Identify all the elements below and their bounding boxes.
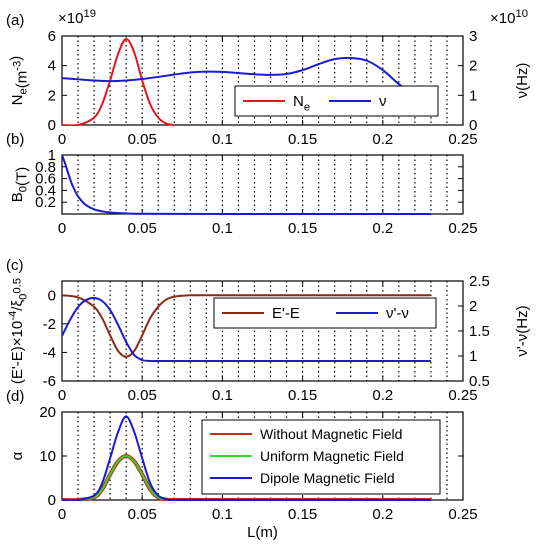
legend-label: E'-E (272, 305, 300, 322)
y2-tick-label: 1.5 (469, 323, 490, 340)
x-tick-label: 0.05 (128, 131, 157, 148)
y2-exponent: ×1010 (490, 8, 528, 27)
x-tick-label: 0.15 (288, 131, 317, 148)
y-tick-label: 0.6 (35, 171, 56, 188)
y2-axis-label: ν(Hz) (514, 63, 531, 99)
y-tick-label: 1 (48, 147, 56, 164)
y-tick-label: 0.4 (35, 182, 56, 199)
panel-d: 0 0.05 0.1 0.15 0.2 0.25 0 10 20 (d) α Without Magn… (6, 388, 478, 523)
legend: Ne ν (234, 85, 439, 117)
x-tick-label: 0 (58, 131, 66, 148)
x-tick-label: 0.1 (212, 387, 233, 404)
panel-b: 0 0.05 0.1 0.15 0.2 0.250.20.40.60.81(b)B0(T) (6, 131, 478, 237)
y2-tick-label: 0.5 (469, 373, 490, 390)
x-tick-label: 0.25 (448, 220, 477, 237)
x-tick-label: 0.1 (212, 220, 233, 237)
series-line (62, 415, 431, 501)
panel-label: (c) (6, 257, 24, 274)
x-tick-label: 0.1 (212, 131, 233, 148)
y2-tick-label: 2.5 (469, 273, 490, 290)
y2-tick-label: 2 (469, 298, 477, 315)
x-tick-label: 0.25 (448, 131, 477, 148)
x-tick-label: 0.1 (212, 506, 233, 523)
y-tick-label: 0.8 (35, 159, 56, 176)
x-tick-label: 0 (58, 387, 66, 404)
x-tick-label: 0.05 (128, 506, 157, 523)
x-tick-label: 0.25 (448, 387, 477, 404)
axes-frame (61, 154, 464, 215)
legend-label: Ne (293, 93, 310, 114)
series-line (62, 154, 431, 215)
axes-frame (61, 35, 464, 126)
x-tick-label: 0.05 (128, 220, 157, 237)
y-tick-label: -4 (43, 344, 56, 361)
x-tick-label: 0.2 (372, 131, 393, 148)
y2-tick-label: 1 (469, 348, 477, 365)
y-tick-label: 0.2 (35, 194, 56, 211)
panel-label: (a) (6, 12, 24, 29)
y-tick-label: 2 (48, 87, 56, 104)
y-axis-label: α (9, 451, 26, 460)
y-tick-label: 0 (48, 117, 56, 134)
legend-label: Without Magnetic Field (260, 426, 402, 442)
x-tick-label: 0.15 (288, 506, 317, 523)
y2-tick-label: 0 (469, 117, 477, 134)
x-tick-label: 0.2 (372, 220, 393, 237)
x-tick-label: 0.05 (128, 387, 157, 404)
x-tick-label: 0 (58, 506, 66, 523)
x-tick-label: 0 (58, 220, 66, 237)
x-axis-label: L(m) (247, 524, 278, 541)
legend-label: ν (379, 93, 387, 110)
y-tick-label: 4 (48, 58, 56, 75)
legend: Without Magnetic Field Uniform Magnetic F… (201, 419, 441, 495)
y-exponent: ×1019 (58, 8, 96, 27)
x-tick-label: 0.2 (372, 506, 393, 523)
legend-label: Dipole Magnetic Field (260, 470, 395, 486)
legend-label: ν'-ν (386, 305, 409, 322)
y-tick-label: 6 (48, 28, 56, 45)
series-line (62, 296, 431, 363)
y-tick-label: 0 (48, 287, 56, 304)
y-tick-label: -6 (43, 373, 56, 390)
x-tick-label: 0.2 (372, 387, 393, 404)
legend-label: Uniform Magnetic Field (260, 448, 404, 464)
panel-c: 0 0.05 0.1 0.15 0.2 0.25 -6 -4 -2 0 0.5 1 1.5 2 2.5 (c)… (6, 257, 531, 404)
series-line (62, 294, 431, 358)
y-tick-label: 0 (48, 492, 56, 509)
panel-label: (d) (6, 388, 24, 405)
y2-tick-label: 1 (469, 87, 477, 104)
x-tick-label: 0.25 (448, 506, 477, 523)
y-tick-label: 10 (39, 448, 56, 465)
series-line (62, 37, 175, 126)
y2-tick-label: 2 (469, 58, 477, 75)
series-line (62, 56, 432, 106)
y-axis-label: B0(T) (9, 167, 31, 202)
x-tick-label: 0.15 (288, 220, 317, 237)
legend: E'-E ν'-ν (213, 297, 437, 329)
y-tick-label: -2 (43, 316, 56, 333)
panel-label: (b) (6, 131, 24, 148)
y2-tick-label: 3 (469, 28, 477, 45)
y2-axis-label: ν'-ν(Hz) (514, 305, 531, 356)
y-axis-label: Ne(m-3) (8, 56, 31, 106)
y-axis-label: (E'-E)×10-4/ξ00.5 (7, 278, 30, 384)
y-tick-label: 20 (39, 404, 56, 421)
x-tick-label: 0.15 (288, 387, 317, 404)
